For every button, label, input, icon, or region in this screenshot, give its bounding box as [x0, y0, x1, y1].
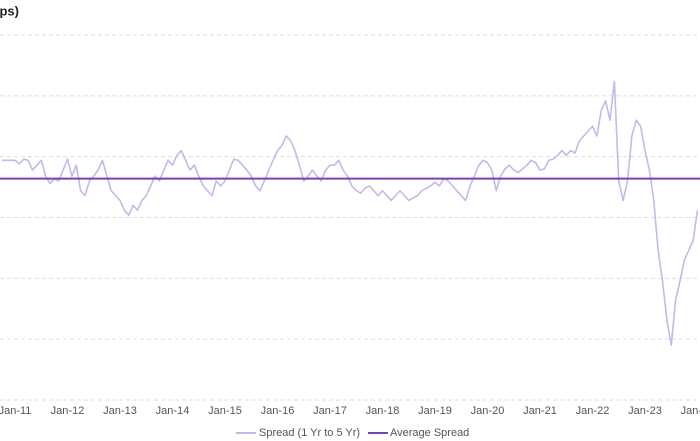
legend-label: Spread (1 Yr to 5 Yr) [259, 427, 360, 439]
x-tick-label: Jan-15 [208, 405, 242, 417]
x-tick-label: Jan-22 [576, 405, 610, 417]
legend-label: Average Spread [390, 427, 469, 439]
x-tick-label: Jan-12 [51, 405, 85, 417]
x-tick-label: Jan-13 [103, 405, 137, 417]
series-line [1, 80, 699, 347]
x-tick-label: Jan-16 [261, 405, 295, 417]
x-tick-label: Jan-21 [523, 405, 557, 417]
x-tick-label: Jan-20 [471, 405, 505, 417]
x-tick-label: Jan-19 [418, 405, 452, 417]
x-tick-label: Jan-24 [681, 405, 700, 417]
x-tick-label: Jan-11 [0, 405, 31, 417]
x-tick-label: Jan-18 [366, 405, 400, 417]
x-tick-label: Jan-17 [313, 405, 347, 417]
x-tick-label: Jan-14 [156, 405, 190, 417]
chart-title: bps) [0, 3, 19, 18]
x-tick-label: Jan-23 [628, 405, 662, 417]
